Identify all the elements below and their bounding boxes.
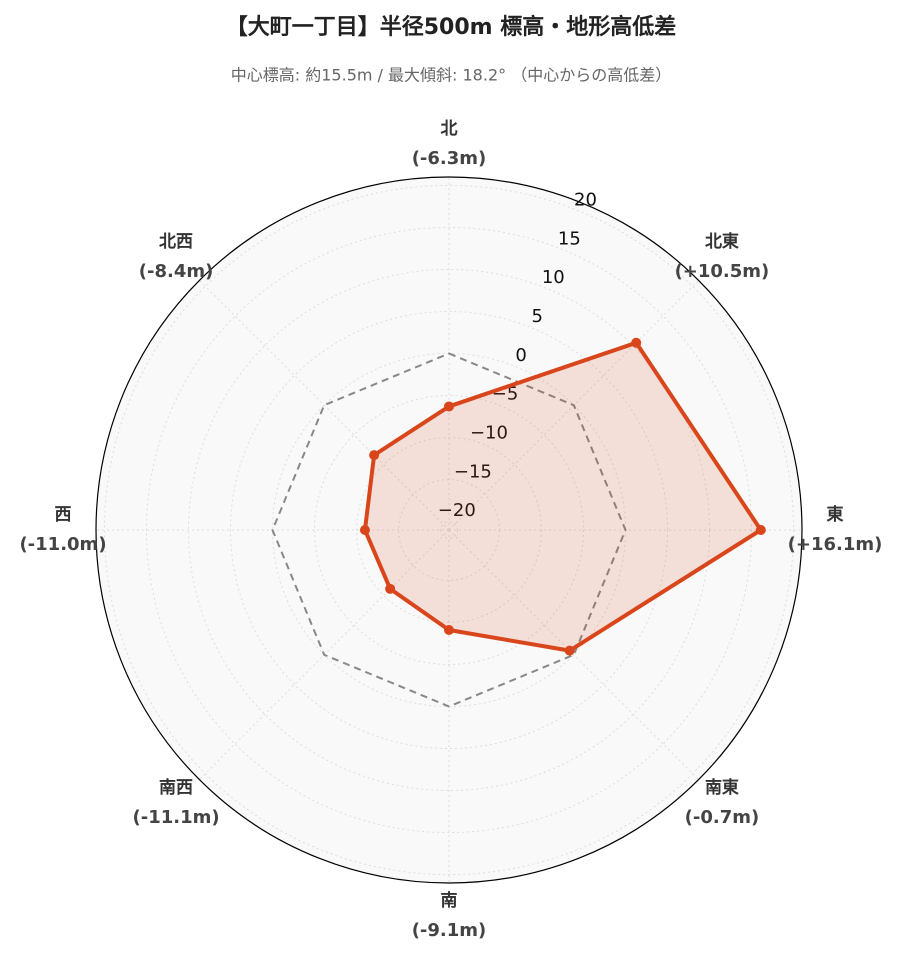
value-label: (+16.1m) [788,534,883,555]
r-tick-label: −20 [438,500,476,521]
category-label: 東 [827,504,844,525]
r-tick-label: 5 [531,306,542,327]
data-point [755,525,766,535]
r-tick-label: 10 [542,267,565,288]
data-point [444,401,454,412]
category-label: 南西 [159,777,193,798]
spoke [448,529,699,780]
grid-circle [229,310,669,750]
r-tick-label: −15 [454,461,492,482]
r-tick-label: −10 [470,422,508,443]
data-point [564,645,575,656]
value-label: (-0.7m) [685,807,760,828]
grid-circle [356,437,542,623]
category-label: 北西 [159,232,193,252]
value-label: (-8.4m) [139,261,214,282]
plot-border [95,176,803,884]
value-label: (-11.0m) [19,534,106,555]
category-label: 北東 [705,231,739,252]
data-point [359,525,370,535]
data-point [369,450,380,461]
data-point [385,583,396,594]
category-label: 南 [441,890,458,911]
grid-circle [145,226,753,834]
grid-circle [103,184,795,876]
chart-title: 【大町一丁目】半径500m 標高・地形高低差 [226,14,677,40]
zero-reference [271,352,627,708]
chart-subtitle: 中心標高: 約15.5m / 最大傾斜: 18.2° （中心からの高低差） [231,66,671,85]
value-label: (-6.3m) [412,148,487,169]
r-tick-label: 20 [574,190,597,211]
r-tick-label: 0 [515,345,526,366]
value-label: (-11.1m) [133,807,220,828]
grid-circle [440,521,458,539]
category-label: 西 [55,505,72,525]
data-point [631,337,642,348]
spoke [199,280,450,531]
grid-circle [314,395,584,665]
category-label: 南東 [705,777,739,798]
data-point [444,625,454,636]
r-tick-label: 15 [558,228,581,249]
value-label: (-9.1m) [412,920,487,941]
category-label: 北 [441,119,458,139]
value-label: (+10.5m) [675,261,770,282]
